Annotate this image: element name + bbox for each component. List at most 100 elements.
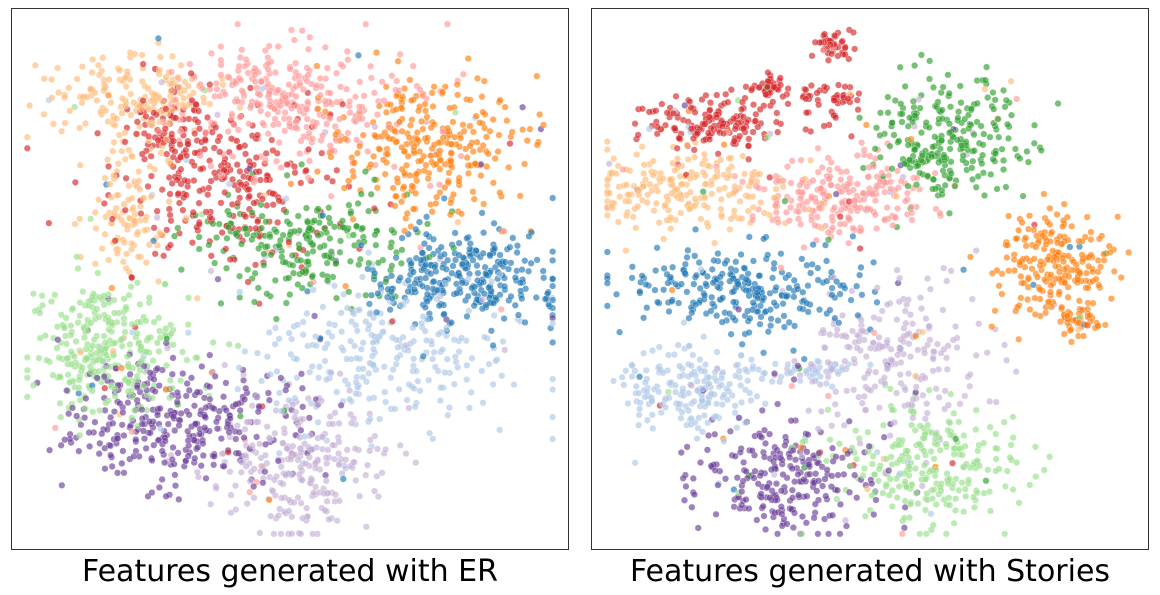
scatter-point: [748, 447, 756, 455]
scatter-point: [351, 445, 359, 453]
scatter-point: [603, 146, 611, 154]
scatter-point: [866, 205, 874, 213]
scatter-point: [922, 530, 930, 538]
scatter-point: [491, 244, 499, 252]
scatter-point: [264, 130, 272, 138]
scatter-point: [1032, 473, 1040, 481]
scatter-point: [76, 312, 84, 320]
scatter-point: [138, 77, 146, 85]
scatter-point: [389, 184, 397, 192]
scatter-point: [93, 305, 101, 313]
scatter-point: [803, 261, 811, 269]
scatter-point: [405, 381, 413, 388]
scatter-point: [335, 438, 343, 446]
scatter-point: [916, 104, 924, 112]
scatter-point: [338, 328, 346, 336]
scatter-point: [138, 420, 146, 428]
scatter-point: [819, 326, 827, 334]
scatter-point: [441, 368, 449, 376]
scatter-point: [430, 348, 438, 356]
scatter-point: [281, 109, 289, 117]
scatter-point: [107, 451, 115, 459]
scatter-point: [127, 246, 135, 253]
scatter-point: [800, 355, 808, 363]
scatter-point: [419, 282, 427, 290]
scatter-point: [371, 131, 379, 139]
scatter-point: [968, 164, 976, 172]
scatter-point: [683, 443, 691, 451]
scatter-point: [708, 293, 716, 301]
scatter-point: [760, 512, 768, 520]
scatter-point: [423, 298, 431, 306]
scatter-point: [722, 475, 730, 483]
scatter-point: [111, 339, 119, 347]
scatter-point: [731, 409, 739, 417]
scatter-point: [533, 141, 541, 149]
scatter-point: [774, 317, 782, 325]
scatter-point: [501, 258, 509, 266]
scatter-point: [273, 367, 281, 375]
scatter-point: [1005, 267, 1013, 275]
scatter-point: [690, 397, 698, 405]
scatter-point: [275, 512, 283, 520]
scatter-point: [747, 396, 755, 404]
scatter-point: [692, 301, 700, 309]
scatter-point: [88, 68, 96, 76]
scatter-point: [108, 321, 116, 329]
scatter-point: [243, 500, 251, 508]
scatter-point: [373, 472, 381, 480]
scatter-point: [325, 214, 333, 222]
scatter-point: [201, 412, 209, 420]
scatter-point: [158, 186, 166, 194]
scatter-point: [665, 307, 673, 315]
scatter-point: [690, 491, 698, 498]
scatter-point: [800, 243, 808, 251]
scatter-point: [195, 245, 203, 253]
scatter-point: [96, 406, 104, 414]
scatter-point: [469, 128, 477, 136]
scatter-point: [333, 69, 341, 77]
scatter-point: [702, 91, 710, 99]
scatter-point: [326, 234, 334, 242]
scatter-point: [53, 323, 61, 331]
scatter-point: [29, 381, 37, 389]
scatter-point: [305, 224, 313, 232]
scatter-point: [736, 132, 744, 140]
scatter-point: [738, 501, 746, 509]
scatter-point: [434, 330, 442, 338]
scatter-point: [726, 225, 734, 233]
scatter-point: [692, 225, 700, 233]
scatter-point: [148, 456, 156, 464]
scatter-point: [446, 104, 454, 112]
scatter-point: [380, 363, 388, 371]
scatter-point: [1003, 467, 1011, 475]
scatter-point: [76, 431, 84, 439]
scatter-point: [638, 143, 646, 151]
scatter-point: [824, 406, 832, 414]
scatter-point: [234, 20, 242, 28]
scatter-point: [616, 328, 624, 336]
scatter-point: [281, 127, 289, 135]
scatter-point: [379, 328, 387, 336]
scatter-point: [322, 454, 330, 462]
scatter-point: [391, 127, 399, 135]
scatter-point: [486, 127, 494, 135]
scatter-point: [1048, 228, 1056, 236]
scatter-point: [134, 228, 142, 236]
scatter-point: [143, 348, 151, 356]
scatter-point: [690, 153, 698, 161]
scatter-point: [269, 146, 277, 154]
scatter-point: [820, 83, 828, 91]
scatter-point: [844, 450, 852, 458]
scatter-point: [741, 386, 749, 394]
scatter-point: [102, 344, 110, 352]
scatter-point: [908, 216, 916, 224]
scatter-point: [74, 265, 82, 273]
scatter-point: [853, 152, 861, 160]
scatter-point: [226, 255, 234, 263]
scatter-point: [118, 147, 126, 155]
scatter-point: [409, 324, 417, 332]
scatter-point: [359, 365, 367, 373]
scatter-point: [76, 161, 84, 169]
scatter-point: [350, 172, 358, 180]
